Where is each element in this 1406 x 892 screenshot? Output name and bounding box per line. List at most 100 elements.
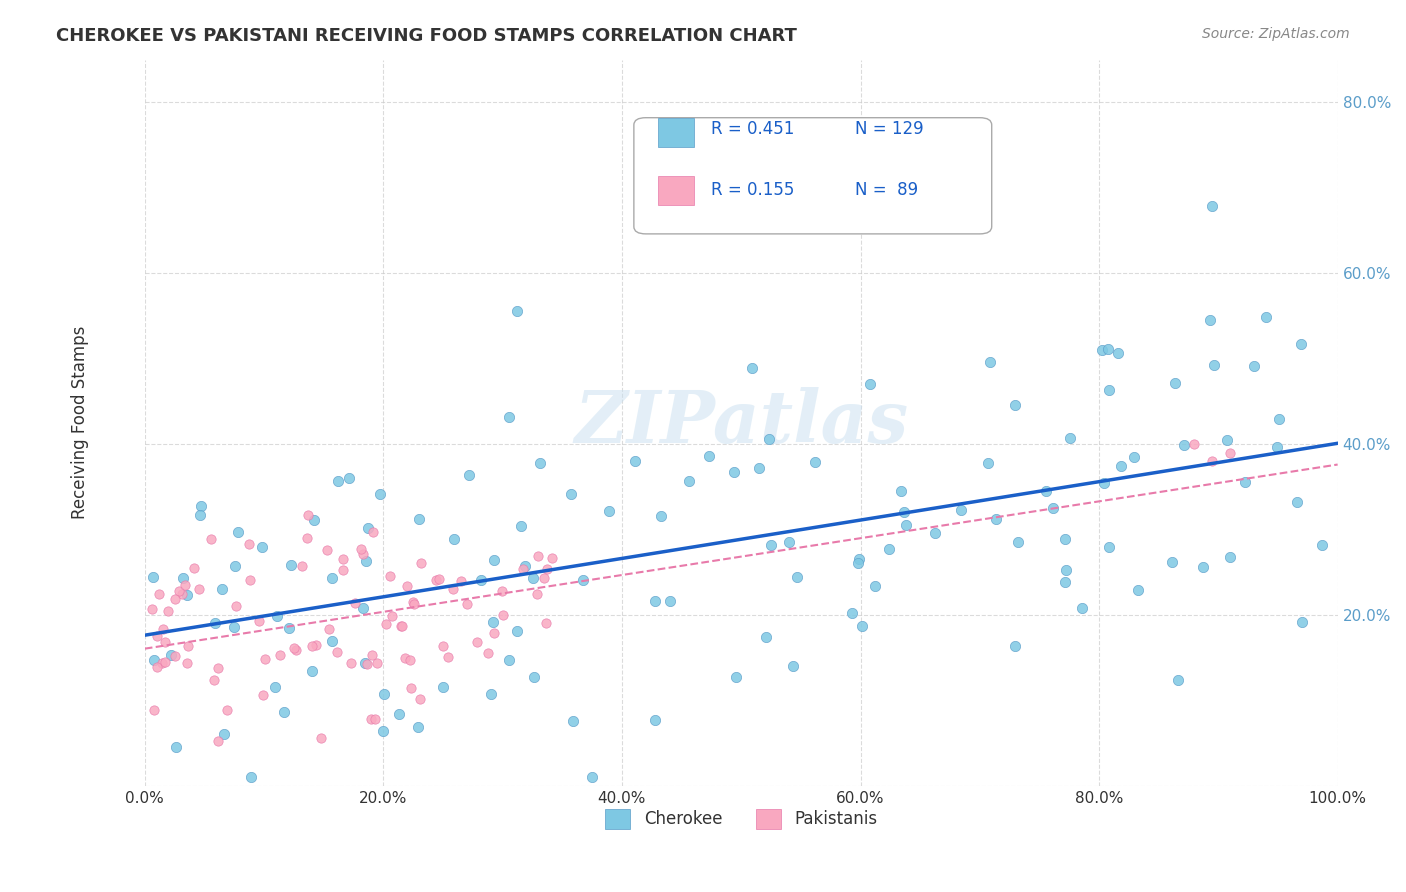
Point (252, 540, 274, 554)
Point (176, 656, 198, 670)
Point (527, 549, 550, 564)
Point (389, 619, 412, 633)
Point (491, 608, 513, 623)
Point (432, 680, 454, 694)
Point (977, 456, 1000, 470)
Point (1184, 437, 1206, 451)
Point (284, 643, 307, 657)
Point (534, 616, 557, 631)
Point (357, 521, 380, 535)
Point (150, 657, 173, 671)
Point (1007, 534, 1029, 549)
Point (148, 587, 170, 601)
Point (893, 505, 915, 519)
Point (238, 537, 260, 551)
Point (1310, 538, 1333, 552)
Point (200, 532, 222, 546)
Point (152, 622, 174, 636)
Point (399, 653, 422, 667)
Point (391, 619, 413, 633)
Point (165, 739, 187, 754)
Point (263, 680, 285, 694)
Point (176, 588, 198, 602)
Point (167, 583, 190, 598)
Point (269, 648, 291, 663)
Point (226, 524, 249, 539)
Point (146, 629, 169, 643)
Point (1291, 615, 1313, 629)
Point (188, 508, 211, 522)
Point (441, 582, 464, 596)
Point (224, 620, 246, 634)
Point (388, 706, 411, 721)
Point (562, 714, 585, 729)
Point (523, 670, 546, 684)
Point (352, 547, 374, 561)
Point (678, 475, 700, 489)
Point (477, 646, 499, 660)
Point (207, 661, 229, 675)
Point (755, 630, 778, 644)
Point (283, 640, 305, 655)
Point (1059, 431, 1081, 445)
Point (1053, 533, 1076, 547)
Point (1042, 500, 1064, 515)
Point (402, 595, 425, 609)
Point (406, 720, 429, 734)
Point (741, 361, 763, 376)
Point (339, 656, 361, 670)
Point (344, 596, 367, 610)
Point (1092, 476, 1115, 491)
Point (374, 617, 396, 632)
FancyBboxPatch shape (634, 118, 991, 234)
Point (581, 770, 603, 784)
Point (378, 569, 401, 583)
Point (778, 534, 800, 549)
Point (1004, 639, 1026, 653)
Point (177, 639, 200, 653)
Point (498, 653, 520, 667)
Point (470, 573, 492, 587)
Point (302, 513, 325, 527)
Text: R = 0.451: R = 0.451 (711, 120, 794, 137)
Point (315, 542, 337, 557)
Point (395, 579, 418, 593)
Point (598, 504, 620, 518)
Point (239, 573, 262, 587)
Point (984, 512, 1007, 526)
Point (1173, 438, 1195, 452)
Point (560, 487, 582, 501)
Y-axis label: Receiving Food Stamps: Receiving Food Stamps (72, 326, 89, 519)
Point (1097, 342, 1119, 356)
Point (207, 733, 229, 747)
Point (533, 571, 555, 585)
Point (536, 562, 558, 576)
Point (1233, 475, 1256, 489)
Point (1160, 555, 1182, 569)
Point (541, 550, 564, 565)
Point (1291, 336, 1313, 351)
Point (479, 687, 502, 701)
Point (252, 688, 274, 702)
Point (212, 727, 235, 741)
Point (1202, 358, 1225, 372)
Point (644, 713, 666, 727)
Point (432, 640, 454, 654)
Point (332, 563, 354, 577)
Point (277, 621, 299, 635)
Point (526, 587, 548, 601)
Point (352, 601, 374, 615)
Point (482, 553, 505, 567)
Point (513, 558, 536, 573)
Point (301, 640, 323, 654)
Point (758, 432, 780, 446)
Point (273, 705, 295, 719)
Point (859, 376, 882, 391)
Point (156, 604, 179, 618)
Point (360, 712, 382, 726)
Point (204, 615, 226, 630)
Point (309, 731, 332, 745)
Point (225, 599, 247, 613)
Point (409, 556, 432, 570)
Point (224, 559, 246, 574)
